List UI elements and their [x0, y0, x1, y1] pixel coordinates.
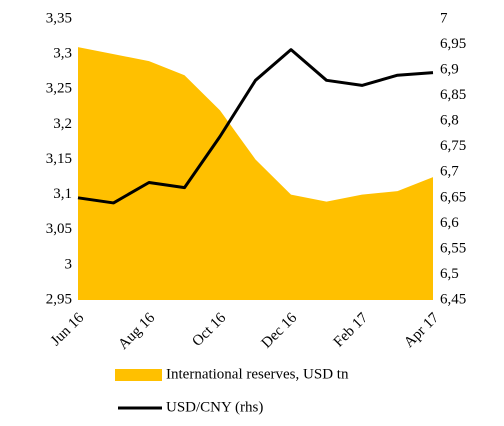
x-tick-label: Apr 17: [401, 310, 442, 351]
y-tick-label: 3: [65, 256, 73, 272]
y-tick-label: 3,1: [53, 186, 72, 202]
y-tick-label: 3,35: [46, 10, 72, 26]
area: [78, 47, 433, 300]
y-tick-label: 7: [440, 10, 448, 26]
y-tick-label: 3,2: [53, 116, 72, 132]
y-tick-label: 6,45: [440, 291, 466, 307]
legend-swatch: [115, 369, 162, 381]
x-tick-label: Feb 17: [331, 310, 372, 351]
y-tick-label: 6,85: [440, 87, 466, 103]
y-tick-label: 6,7: [440, 164, 459, 180]
y-tick-label: 6,95: [440, 36, 466, 52]
y-tick-label: 6,5: [440, 266, 459, 282]
x-tick-label: Jun 16: [48, 310, 88, 350]
y-tick-label: 6,8: [440, 113, 459, 129]
x-tick-label: Aug 16: [115, 310, 158, 353]
y-tick-label: 6,9: [440, 62, 459, 78]
y-tick-label: 2,95: [46, 291, 72, 307]
line: [77, 48, 434, 205]
y-tick-label: 6,6: [440, 215, 459, 231]
y-tick-label: 6,55: [440, 240, 466, 256]
y-tick-label: 6,75: [440, 138, 466, 154]
legend-label: International reserves, USD tn: [166, 366, 349, 382]
y-tick-label: 3,3: [53, 46, 72, 62]
y-tick-label: 3,05: [46, 221, 72, 237]
y-tick-label: 3,15: [46, 151, 72, 167]
x-tick-label: Oct 16: [189, 310, 229, 350]
legend-label: USD/CNY (rhs): [166, 399, 263, 415]
x-tick-label: Dec 16: [259, 310, 301, 352]
y-tick-label: 3,25: [46, 81, 72, 97]
y-tick-label: 6,65: [440, 189, 466, 205]
